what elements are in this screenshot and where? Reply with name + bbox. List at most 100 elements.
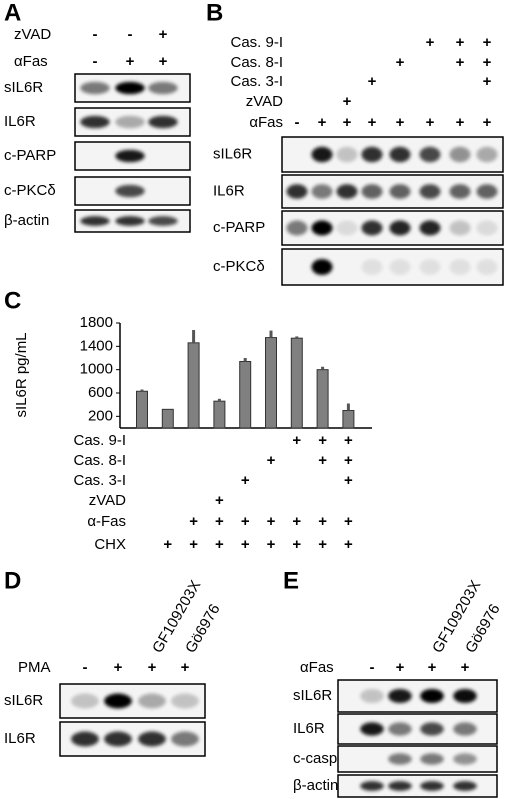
condition-label: αFas [300, 659, 334, 676]
blot-band [420, 753, 444, 765]
condition-mark: - [83, 659, 88, 676]
condition-mark: + [181, 659, 190, 676]
condition-mark: + [292, 536, 301, 553]
blot-band [388, 753, 412, 765]
blot-band [360, 722, 384, 736]
blot-label: c-PARP [213, 219, 265, 236]
blot-band [115, 149, 145, 163]
condition-mark: + [267, 536, 276, 553]
condition-mark: + [126, 53, 135, 70]
condition-mark: - [93, 26, 98, 43]
condition-mark: + [318, 536, 327, 553]
blot-band [80, 81, 110, 95]
condition-mark: + [189, 513, 198, 530]
blot-band [148, 81, 178, 95]
blot-label: β-actin [293, 777, 338, 794]
condition-mark: - [128, 26, 133, 43]
condition-mark: + [267, 513, 276, 530]
condition-mark: + [241, 536, 250, 553]
y-tick-label: 600 [88, 384, 113, 401]
condition-mark: + [483, 114, 492, 131]
condition-label: Cas. 8-I [230, 54, 283, 71]
blot-band [420, 688, 444, 704]
blot-band [420, 722, 444, 736]
condition-label: CHX [94, 536, 126, 553]
blot-band [311, 220, 333, 236]
condition-label: α-Fas [87, 513, 126, 530]
condition-mark: + [318, 452, 327, 469]
condition-mark: + [368, 73, 377, 90]
blot-band [286, 184, 308, 199]
condition-mark: + [343, 114, 352, 131]
condition-mark: + [456, 34, 465, 51]
blot-band [115, 115, 145, 129]
condition-label: Cas. 9-I [230, 34, 283, 51]
blot-label: c-PKCδ [4, 182, 56, 199]
blot-label: sIL6R [4, 692, 43, 709]
blot-band [449, 259, 471, 275]
condition-mark: + [292, 513, 301, 530]
blot-label: IL6R [4, 730, 36, 747]
blot-label: IL6R [293, 720, 325, 737]
blot-band [388, 688, 412, 704]
panel-label: E [283, 567, 299, 594]
blot-band [361, 184, 383, 199]
panel-label: A [4, 0, 21, 26]
bar [342, 410, 355, 429]
blot-band [419, 184, 441, 199]
blot-label: IL6R [4, 113, 36, 130]
y-axis-title: sIL6R pg/mL [13, 332, 30, 417]
condition-label: αFas [14, 53, 48, 70]
blot-label: sIL6R [4, 79, 43, 96]
condition-mark: + [267, 452, 276, 469]
blot-band [453, 688, 477, 704]
panel-label: D [4, 567, 21, 594]
blot-band [80, 216, 110, 226]
bar [316, 369, 329, 429]
blot-band [360, 688, 384, 704]
condition-mark: + [163, 536, 172, 553]
condition-mark: + [159, 26, 168, 43]
blot-band [171, 693, 199, 709]
blot-label: c-PKCδ [213, 258, 265, 275]
blot-label: sIL6R [213, 145, 252, 162]
blot-label: β-actin [4, 212, 49, 229]
condition-mark: + [456, 54, 465, 71]
condition-mark: + [456, 114, 465, 131]
condition-mark: + [396, 114, 405, 131]
blot-band [115, 216, 145, 226]
blot-band [138, 693, 166, 709]
blot-band [389, 259, 411, 275]
y-tick-label: 200 [88, 407, 113, 424]
condition-mark: + [483, 54, 492, 71]
condition-mark: + [159, 53, 168, 70]
blot-band [361, 259, 383, 275]
blot-band [388, 781, 412, 791]
condition-mark: + [343, 93, 352, 110]
condition-mark: + [318, 513, 327, 530]
blot-band [104, 731, 132, 747]
bar [187, 342, 200, 429]
blot-box [337, 774, 498, 798]
condition-mark: + [396, 659, 405, 676]
y-tick-label: 1000 [80, 361, 113, 378]
bar [136, 390, 148, 429]
condition-mark: + [344, 472, 353, 489]
blot-band [138, 731, 166, 747]
blot-band [476, 220, 498, 236]
blot-band [336, 146, 358, 163]
bar [290, 337, 303, 429]
bar [239, 361, 252, 429]
condition-mark: + [483, 73, 492, 90]
blot-band [311, 146, 333, 163]
blot-band [476, 146, 498, 163]
condition-mark: + [426, 34, 435, 51]
blot-band [115, 81, 145, 95]
panel-label: C [4, 287, 21, 314]
blot-band [449, 220, 471, 236]
condition-label: zVAD [246, 93, 283, 110]
blot-band [453, 722, 477, 736]
blot-band [148, 216, 178, 226]
condition-mark: + [189, 536, 198, 553]
